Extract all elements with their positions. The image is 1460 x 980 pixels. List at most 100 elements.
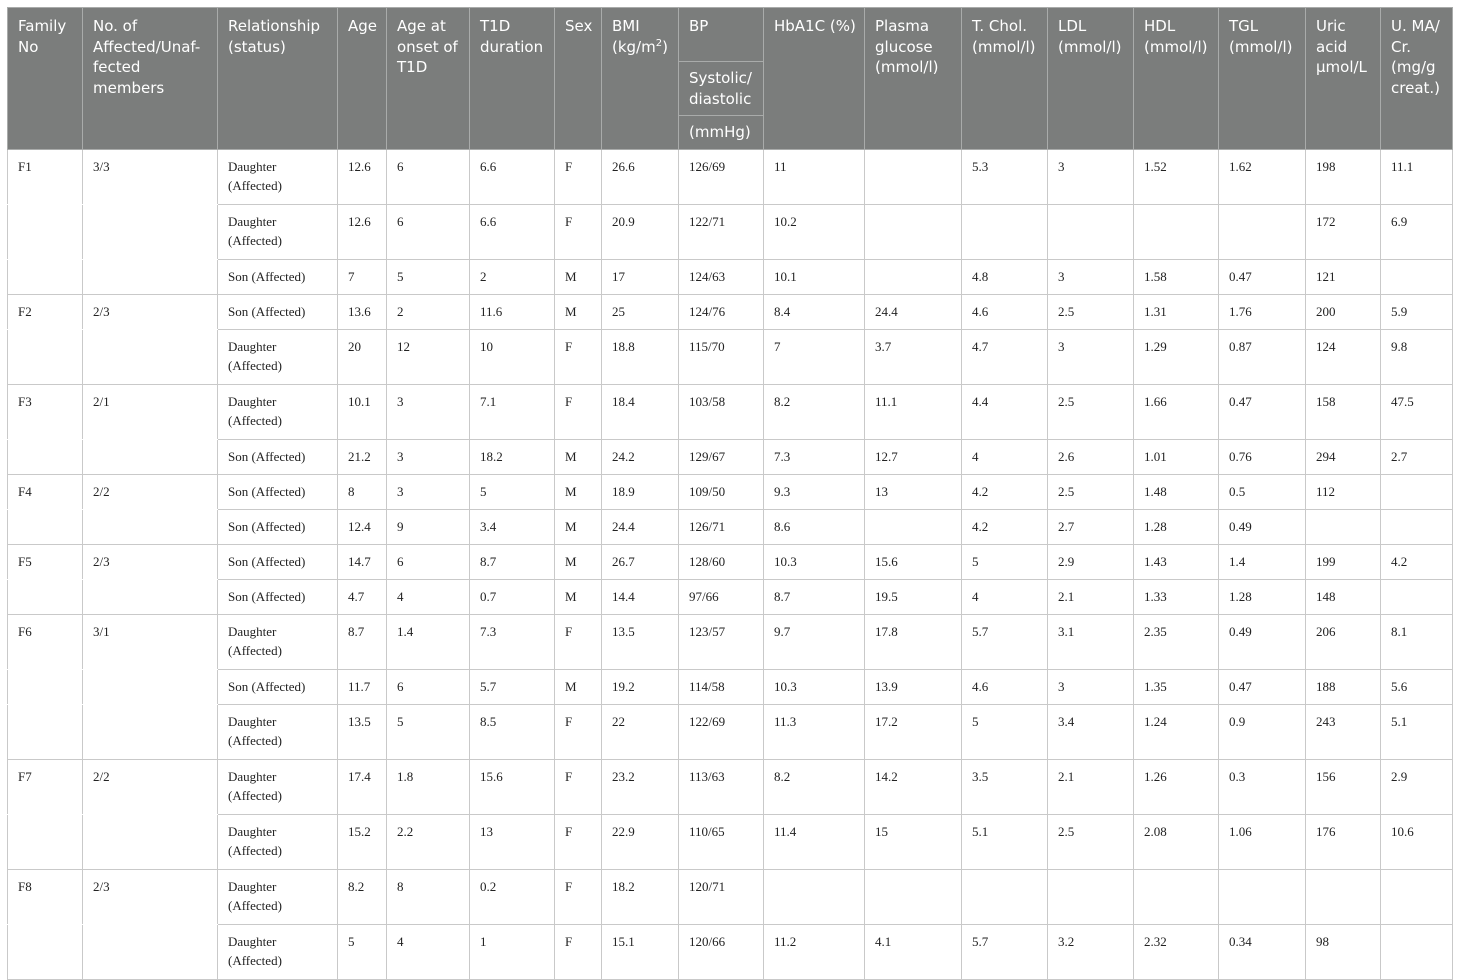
- cell-hdl: [1133, 203, 1219, 260]
- cell-bp: 113/63: [678, 758, 764, 815]
- cell-age: 4.7: [337, 578, 387, 615]
- cell-family-no: [7, 923, 83, 980]
- cell-urine-microalbumin: 5.6: [1380, 668, 1453, 705]
- cell-bmi: 25: [601, 293, 679, 330]
- cell-bmi: 19.2: [601, 668, 679, 705]
- cell-bp: 122/71: [678, 203, 764, 260]
- cell-affected-counts: 3/3: [82, 148, 218, 205]
- cell-bmi: 22.9: [601, 813, 679, 870]
- table-row: Son (Affected) 7 5 2 M 17 124/63 10.1 4.8 3 1.58 0.…: [7, 258, 1453, 295]
- cell-hba1c: 9.3: [763, 473, 865, 510]
- cell-total-cholesterol: 4.8: [961, 258, 1048, 295]
- cell-affected-counts: [82, 258, 218, 295]
- cell-hba1c: [763, 868, 865, 925]
- cell-tgl: 0.49: [1218, 508, 1306, 545]
- cell-affected-counts: [82, 703, 218, 760]
- table-row: Daughter (Affected) 13.5 5 8.5 F 22 122/69 11.3…: [7, 703, 1453, 760]
- cell-bmi: 23.2: [601, 758, 679, 815]
- cell-hba1c: 7.3: [763, 438, 865, 475]
- cell-tgl: 1.28: [1218, 578, 1306, 615]
- header-affected-counts: No. of Affected/Unaf-fected members: [82, 7, 218, 150]
- header-tgl: TGL (mmol/l): [1218, 7, 1306, 150]
- cell-urine-microalbumin: 2.7: [1380, 438, 1453, 475]
- cell-t1d-duration: 0.7: [469, 578, 555, 615]
- cell-bmi: 24.4: [601, 508, 679, 545]
- header-age: Age: [337, 7, 387, 150]
- cell-bmi: 17: [601, 258, 679, 295]
- cell-hdl: [1133, 868, 1219, 925]
- cell-age-at-onset: 12: [386, 328, 470, 385]
- cell-plasma-glucose: [864, 508, 962, 545]
- cell-ldl: 2.5: [1047, 293, 1134, 330]
- cell-sex: F: [554, 328, 602, 385]
- cell-family-no: F1: [7, 148, 83, 205]
- cell-hdl: 1.43: [1133, 543, 1219, 580]
- cell-bmi: 20.9: [601, 203, 679, 260]
- cell-hdl: 1.26: [1133, 758, 1219, 815]
- cell-urine-microalbumin: 47.5: [1380, 383, 1453, 440]
- cell-total-cholesterol: [961, 868, 1048, 925]
- cell-relationship: Son (Affected): [217, 473, 338, 510]
- cell-age: 12.6: [337, 148, 387, 205]
- header-relationship: Relationship (status): [217, 7, 338, 150]
- cell-relationship: Daughter (Affected): [217, 758, 338, 815]
- cell-total-cholesterol: 4.2: [961, 473, 1048, 510]
- cell-hba1c: 11.3: [763, 703, 865, 760]
- cell-plasma-glucose: 15.6: [864, 543, 962, 580]
- cell-uric-acid: 112: [1305, 473, 1381, 510]
- cell-sex: M: [554, 293, 602, 330]
- cell-bp: 103/58: [678, 383, 764, 440]
- cell-hba1c: 8.2: [763, 758, 865, 815]
- cell-plasma-glucose: 4.1: [864, 923, 962, 980]
- header-plasma-glucose: Plasma glucose (mmol/l): [864, 7, 962, 150]
- cell-bp: 115/70: [678, 328, 764, 385]
- table-row: Son (Affected) 4.7 4 0.7 M 14.4 97/66 8.7 19.5 4 2…: [7, 578, 1453, 615]
- cell-ldl: 2.6: [1047, 438, 1134, 475]
- header-t1d-duration: T1D duration: [469, 7, 555, 150]
- header-ldl: LDL (mmol/l): [1047, 7, 1134, 150]
- cell-family-no: [7, 258, 83, 295]
- cell-hdl: 1.35: [1133, 668, 1219, 705]
- cell-uric-acid: [1305, 508, 1381, 545]
- cell-hdl: 1.24: [1133, 703, 1219, 760]
- cell-sex: M: [554, 473, 602, 510]
- cell-family-no: F6: [7, 613, 83, 670]
- cell-family-no: [7, 668, 83, 705]
- cell-plasma-glucose: 24.4: [864, 293, 962, 330]
- cell-total-cholesterol: 4.7: [961, 328, 1048, 385]
- header-urine-microalbumin: U. MA/ Cr. (mg/g creat.): [1380, 7, 1453, 150]
- cell-uric-acid: 98: [1305, 923, 1381, 980]
- cell-sex: F: [554, 813, 602, 870]
- cell-hba1c: 8.2: [763, 383, 865, 440]
- cell-affected-counts: 2/2: [82, 758, 218, 815]
- table-row: F3 2/1 Daughter (Affected) 10.1 3 7.1 F 18.4 103…: [7, 383, 1453, 440]
- cell-sex: F: [554, 148, 602, 205]
- cell-bp: 120/66: [678, 923, 764, 980]
- cell-hba1c: 9.7: [763, 613, 865, 670]
- cell-ldl: [1047, 868, 1134, 925]
- cell-uric-acid: 206: [1305, 613, 1381, 670]
- cell-ldl: 3.4: [1047, 703, 1134, 760]
- cell-age: 20: [337, 328, 387, 385]
- cell-plasma-glucose: 17.2: [864, 703, 962, 760]
- cell-affected-counts: [82, 508, 218, 545]
- cell-t1d-duration: 15.6: [469, 758, 555, 815]
- cell-family-no: F4: [7, 473, 83, 510]
- cell-urine-microalbumin: 9.8: [1380, 328, 1453, 385]
- cell-total-cholesterol: 5: [961, 543, 1048, 580]
- cell-tgl: [1218, 203, 1306, 260]
- cell-age: 8.7: [337, 613, 387, 670]
- cell-bp: 124/76: [678, 293, 764, 330]
- cell-bp: 114/58: [678, 668, 764, 705]
- cell-tgl: 0.49: [1218, 613, 1306, 670]
- cell-total-cholesterol: 5.7: [961, 923, 1048, 980]
- cell-hba1c: 8.6: [763, 508, 865, 545]
- cell-age-at-onset: 6: [386, 543, 470, 580]
- cell-uric-acid: 294: [1305, 438, 1381, 475]
- cell-relationship: Daughter (Affected): [217, 328, 338, 385]
- cell-family-no: [7, 703, 83, 760]
- table-row: F2 2/3 Son (Affected) 13.6 2 11.6 M 25 124/76 8.4…: [7, 293, 1453, 330]
- cell-relationship: Son (Affected): [217, 258, 338, 295]
- cell-plasma-glucose: 11.1: [864, 383, 962, 440]
- cell-urine-microalbumin: 2.9: [1380, 758, 1453, 815]
